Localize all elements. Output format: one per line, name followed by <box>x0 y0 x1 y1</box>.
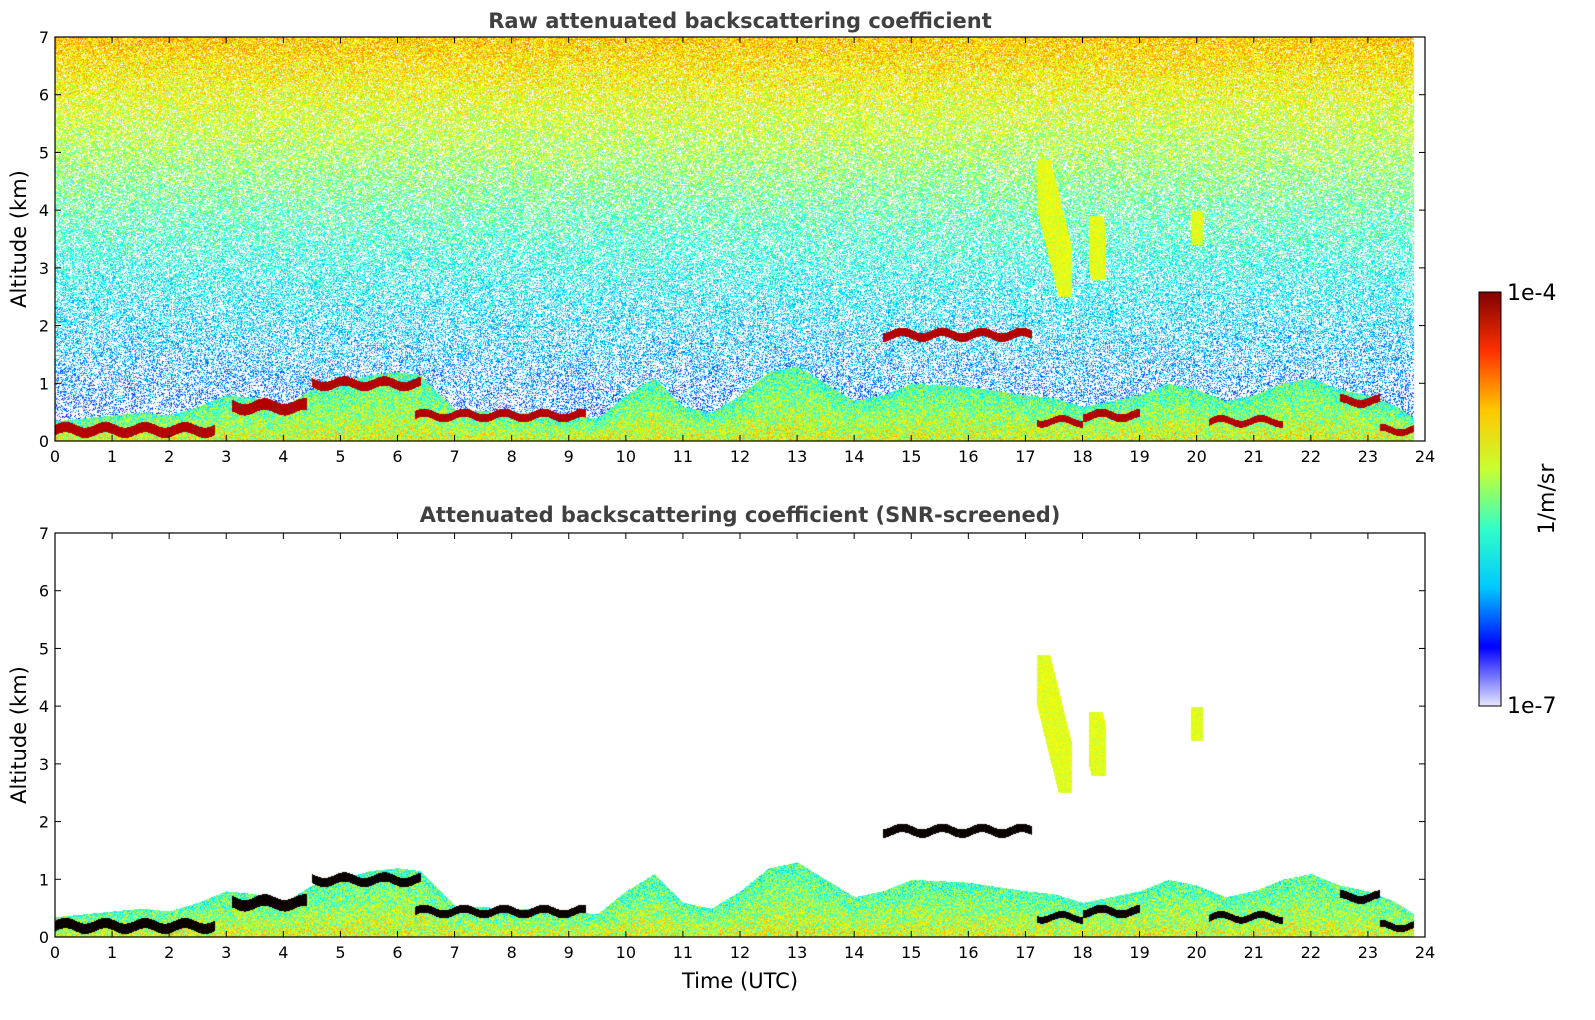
heatmap-plot-area <box>55 533 1425 937</box>
x-tick-label: 19 <box>1129 447 1149 466</box>
x-tick-label: 1 <box>107 447 117 466</box>
y-tick-label: 3 <box>39 259 49 278</box>
x-tick-label: 21 <box>1244 447 1264 466</box>
x-tick-label: 10 <box>616 447 636 466</box>
colorbar-unit-label: 1/m/sr <box>1535 463 1560 535</box>
x-tick-label: 11 <box>673 447 693 466</box>
x-tick-label: 21 <box>1244 943 1264 962</box>
y-tick-label: 5 <box>39 143 49 162</box>
x-tick-label: 5 <box>335 943 345 962</box>
x-tick-label: 13 <box>787 943 807 962</box>
x-tick-label: 9 <box>564 943 574 962</box>
y-axis-label: Altitude (km) <box>7 666 31 804</box>
x-axis-ticks: 0 1 2 3 4 5 6 7 8 9 10 11 12 13 14 15 16 17 18 19 20 21 22 23 24 <box>50 37 1435 466</box>
x-tick-label: 18 <box>1072 943 1092 962</box>
x-tick-label: 23 <box>1358 447 1378 466</box>
y-axis-label: Altitude (km) <box>7 170 31 308</box>
x-tick-label: 18 <box>1072 447 1092 466</box>
y-tick-label: 3 <box>39 755 49 774</box>
colorbar-gradient <box>1478 291 1502 707</box>
x-tick-label: 2 <box>164 447 174 466</box>
x-tick-label: 19 <box>1129 943 1149 962</box>
x-tick-label: 7 <box>449 447 459 466</box>
heatmap-plot-area <box>55 37 1425 441</box>
x-tick-label: 12 <box>730 943 750 962</box>
x-tick-label: 20 <box>1186 943 1206 962</box>
x-tick-label: 12 <box>730 447 750 466</box>
y-tick-label: 6 <box>39 86 49 105</box>
x-tick-label: 6 <box>392 943 402 962</box>
x-tick-label: 17 <box>1015 943 1035 962</box>
x-tick-label: 11 <box>673 943 693 962</box>
panel-raw: Raw attenuated backscattering coefficien… <box>7 9 1435 466</box>
colorbar: 1e-4 1e-7 1/m/sr <box>1478 281 1560 719</box>
x-tick-label: 14 <box>844 943 864 962</box>
x-tick-label: 9 <box>564 447 574 466</box>
x-tick-label: 20 <box>1186 447 1206 466</box>
x-tick-label: 13 <box>787 447 807 466</box>
y-tick-label: 7 <box>39 524 49 543</box>
x-tick-label: 15 <box>901 447 921 466</box>
x-tick-label: 8 <box>507 943 517 962</box>
panel-title: Attenuated backscattering coefficient (S… <box>420 503 1061 527</box>
y-tick-label: 0 <box>39 928 49 947</box>
x-tick-label: 4 <box>278 447 288 466</box>
x-tick-label: 24 <box>1415 447 1435 466</box>
x-axis-ticks: 0 1 2 3 4 5 6 7 8 9 10 11 12 13 14 15 16 17 18 19 20 21 22 23 24 <box>50 533 1435 962</box>
x-tick-label: 15 <box>901 943 921 962</box>
y-tick-label: 1 <box>39 870 49 889</box>
y-tick-label: 4 <box>39 201 49 220</box>
x-tick-label: 0 <box>50 447 60 466</box>
x-tick-label: 17 <box>1015 447 1035 466</box>
panel-screened: Attenuated backscattering coefficient (S… <box>7 503 1435 993</box>
y-tick-label: 0 <box>39 432 49 451</box>
x-tick-label: 0 <box>50 943 60 962</box>
x-tick-label: 16 <box>958 943 978 962</box>
x-tick-label: 1 <box>107 943 117 962</box>
y-tick-label: 2 <box>39 813 49 832</box>
x-axis-label: Time (UTC) <box>681 969 798 993</box>
x-tick-label: 22 <box>1301 943 1321 962</box>
x-tick-label: 10 <box>616 943 636 962</box>
x-tick-label: 23 <box>1358 943 1378 962</box>
y-tick-label: 7 <box>39 28 49 47</box>
x-tick-label: 24 <box>1415 943 1435 962</box>
y-tick-label: 2 <box>39 317 49 336</box>
x-tick-label: 2 <box>164 943 174 962</box>
x-tick-label: 5 <box>335 447 345 466</box>
x-tick-label: 3 <box>221 447 231 466</box>
y-tick-label: 4 <box>39 697 49 716</box>
x-tick-label: 3 <box>221 943 231 962</box>
x-tick-label: 6 <box>392 447 402 466</box>
y-axis-ticks: 0 1 2 3 4 5 6 7 <box>39 524 1425 947</box>
y-tick-label: 1 <box>39 374 49 393</box>
x-tick-label: 16 <box>958 447 978 466</box>
x-tick-label: 22 <box>1301 447 1321 466</box>
y-tick-label: 5 <box>39 639 49 658</box>
colorbar-max-label: 1e-4 <box>1507 281 1556 306</box>
x-tick-label: 4 <box>278 943 288 962</box>
panel-title: Raw attenuated backscattering coefficien… <box>488 9 992 33</box>
x-tick-label: 7 <box>449 943 459 962</box>
y-tick-label: 6 <box>39 582 49 601</box>
y-axis-ticks: 0 1 2 3 4 5 6 7 <box>39 28 1425 451</box>
x-tick-label: 14 <box>844 447 864 466</box>
colorbar-min-label: 1e-7 <box>1507 694 1556 719</box>
x-tick-label: 8 <box>507 447 517 466</box>
